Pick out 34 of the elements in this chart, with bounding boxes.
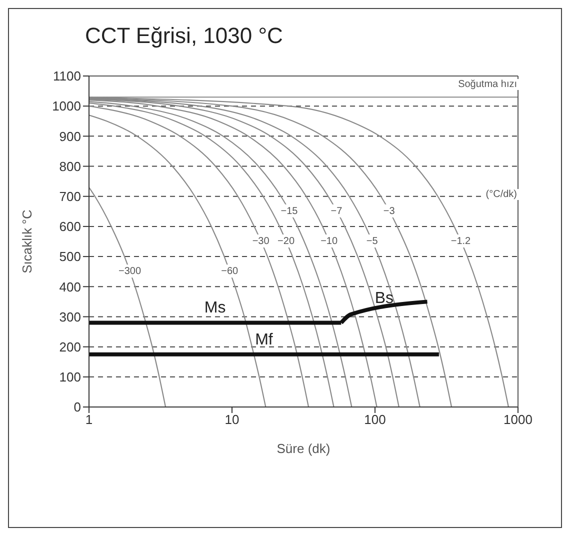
series-label: −60 — [221, 266, 239, 278]
y-tick-label: 1000 — [52, 98, 81, 114]
y-tick-label: 400 — [59, 279, 81, 294]
y-tick-label: 0 — [74, 400, 81, 415]
y-tick-label: 700 — [59, 188, 81, 204]
y-tick-label: 600 — [59, 219, 81, 234]
x-tick-label: 10 — [224, 412, 240, 428]
series-label: Bs — [374, 290, 394, 307]
chart-title: CCT Eğrisi, 1030 °C — [85, 23, 283, 49]
series-label: Mf — [255, 331, 274, 348]
series-label: −20 — [278, 236, 295, 247]
series-label: −5 — [366, 236, 378, 247]
series-label: −30 — [252, 236, 270, 247]
y-tick-label: 100 — [59, 370, 81, 385]
series-label: Ms — [204, 300, 226, 317]
y-axis-title: Sıcaklık °C — [20, 210, 35, 274]
y-tick-label: 500 — [59, 249, 81, 264]
series-label: −300 — [118, 266, 142, 278]
x-tick-label: 1 — [85, 412, 93, 428]
y-tick-label: 200 — [59, 339, 81, 354]
x-axis-title: Süre (dk) — [276, 441, 330, 456]
annotation: (°C/dk) — [484, 189, 519, 200]
series-label: −7 — [330, 206, 343, 217]
y-tick-label: 1100 — [53, 68, 81, 84]
series-label: −3 — [383, 206, 396, 217]
x-tick-label: 1000 — [504, 412, 532, 428]
series-label: −15 — [280, 206, 298, 217]
x-tick-label: 100 — [364, 412, 386, 428]
series-label: −1.2 — [450, 236, 472, 247]
annotation: Soğutma hızı — [456, 79, 519, 90]
y-tick-label: 300 — [59, 309, 81, 324]
series-label: −10 — [320, 236, 338, 247]
y-tick-label: 900 — [59, 128, 81, 144]
y-tick-label: 800 — [59, 158, 81, 174]
